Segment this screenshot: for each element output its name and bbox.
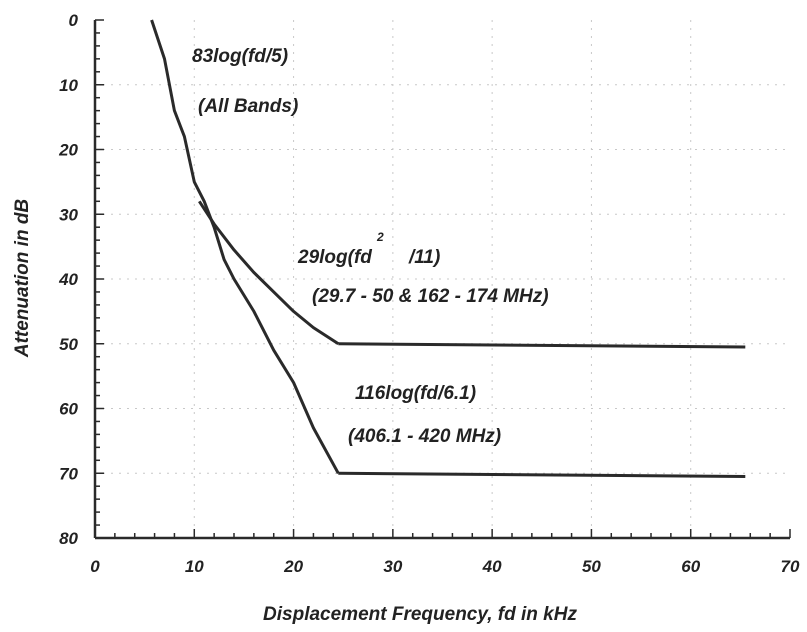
curve-116log-plateau xyxy=(338,471,746,478)
series-layer xyxy=(150,19,746,478)
annotation-29log-part1: 29log(fd xyxy=(297,247,372,268)
curve-29log-plateau xyxy=(338,342,746,349)
y-tick-label: 20 xyxy=(58,141,78,160)
annotation-29log-superscript: 2 xyxy=(376,230,384,244)
y-tick-label: 30 xyxy=(59,205,78,224)
x-axis-title: Displacement Frequency, fd in kHz xyxy=(263,604,577,625)
x-tick-label: 10 xyxy=(185,557,204,576)
x-tick-label: 60 xyxy=(681,557,700,576)
y-axis-title: Attenuation in dB xyxy=(12,199,33,359)
x-tick-label: 30 xyxy=(383,557,402,576)
y-tick-label: 60 xyxy=(59,400,78,419)
y-tick-label: 40 xyxy=(58,270,78,289)
x-tick-label: 40 xyxy=(482,557,502,576)
x-tick-label: 20 xyxy=(283,557,303,576)
annotation-83log: 83log(fd/5) xyxy=(192,46,288,67)
y-tick-label: 70 xyxy=(59,464,78,483)
y-tick-label: 10 xyxy=(59,76,78,95)
y-tick-label: 80 xyxy=(59,529,78,548)
annotation-116log: 116log(fd/6.1) xyxy=(355,383,476,404)
x-tick-label: 70 xyxy=(781,557,800,576)
annotation-116log-range: (406.1 - 420 MHz) xyxy=(348,426,501,447)
x-tick-label: 50 xyxy=(582,557,601,576)
x-tick-label: 0 xyxy=(90,557,100,576)
y-tick-label: 50 xyxy=(59,335,78,354)
y-tick-label: 0 xyxy=(69,11,79,30)
curve-83log-116log-slope xyxy=(150,19,340,475)
curve-29log-slope xyxy=(198,200,340,346)
annotation-all-bands: (All Bands) xyxy=(198,96,298,117)
annotation-29log-part2: /11) xyxy=(408,247,440,268)
annotation-29log-range: (29.7 - 50 & 162 - 174 MHz) xyxy=(312,286,549,307)
tick-layer: 0 10 20 30 40 50 60 70 0 10 20 30 40 50 60 70 80 xyxy=(58,11,800,576)
